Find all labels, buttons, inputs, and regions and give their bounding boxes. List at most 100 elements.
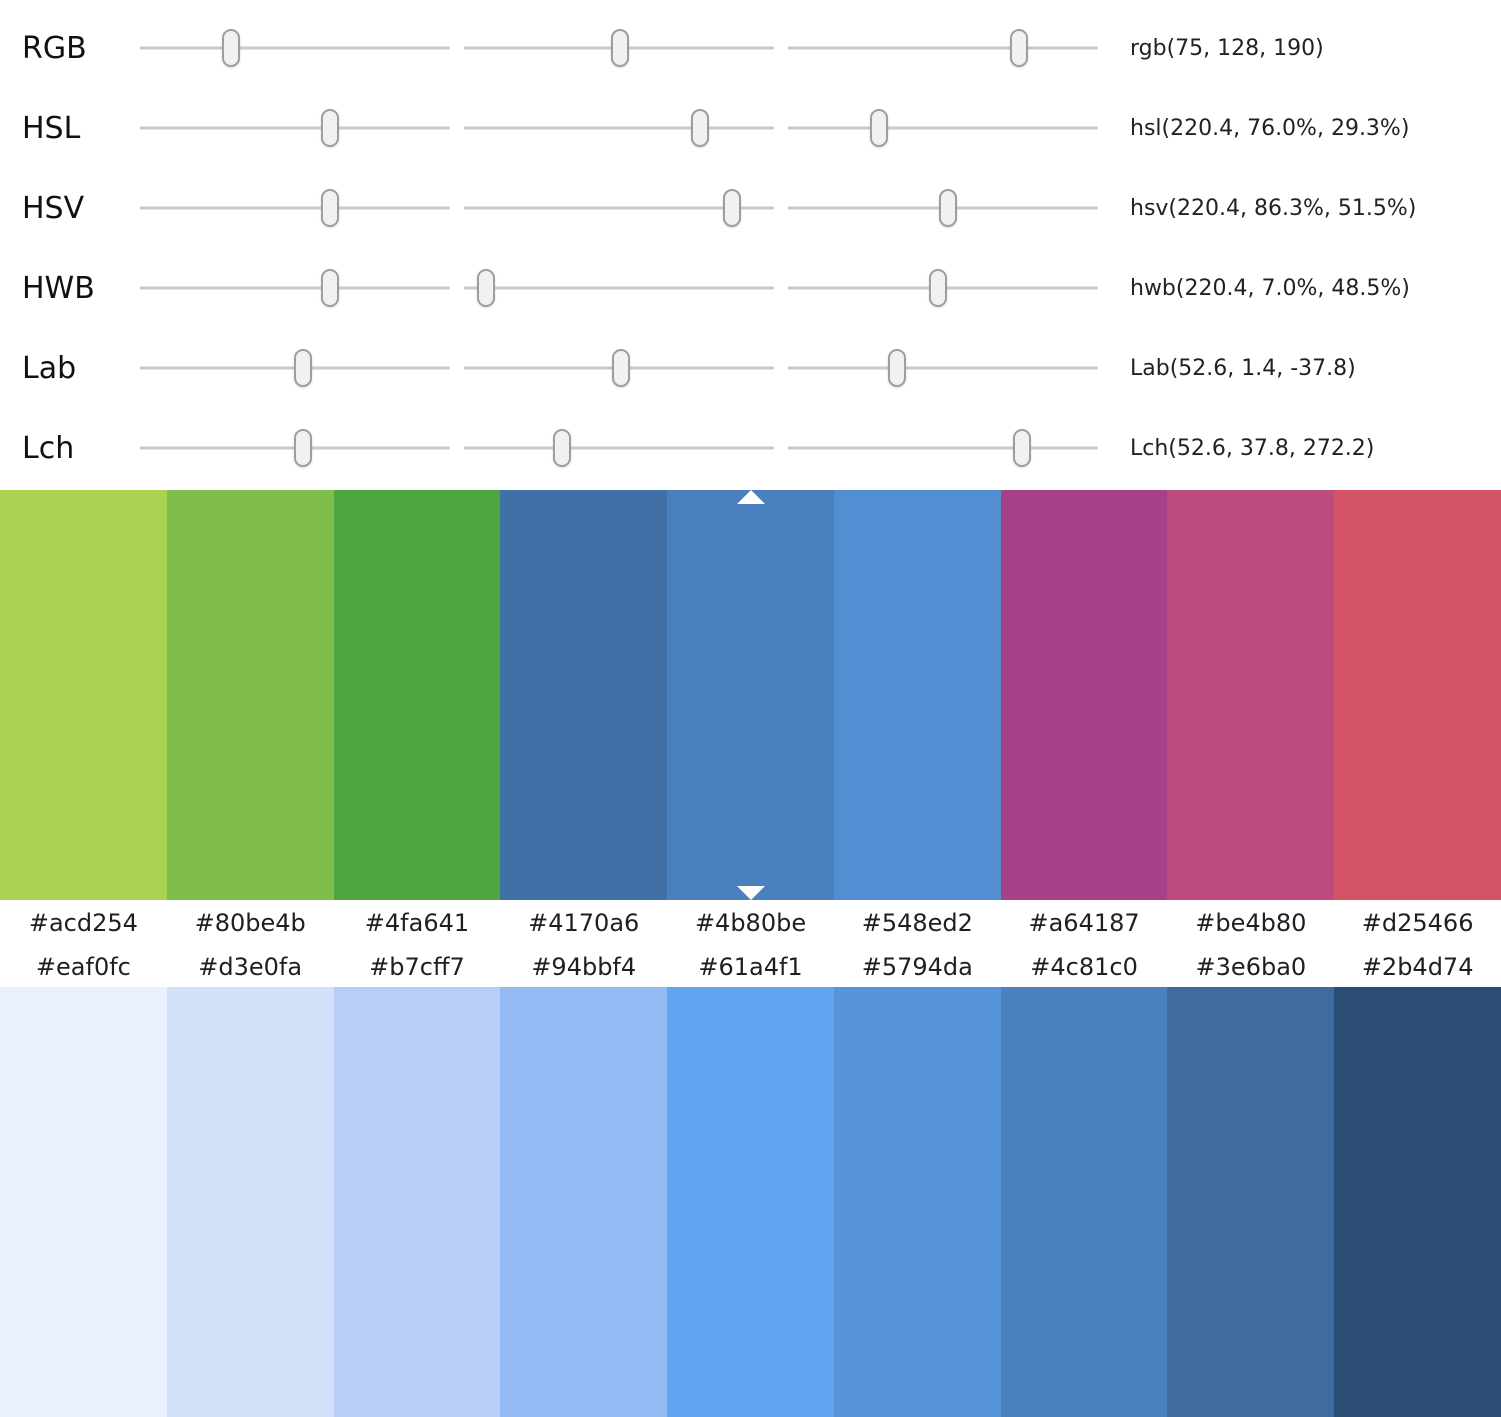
color-swatch[interactable] bbox=[333, 490, 501, 900]
hex-label: #d25466 bbox=[1361, 909, 1474, 937]
color-swatch[interactable] bbox=[833, 490, 1001, 900]
color-swatch[interactable] bbox=[500, 987, 668, 1417]
slider-row: Lch Lch(52.6, 37.8, 272.2) bbox=[0, 408, 1501, 488]
slider-thumb[interactable] bbox=[294, 349, 313, 387]
hex-label: #4b80be bbox=[694, 909, 807, 937]
slider-track-wrap[interactable] bbox=[788, 345, 1098, 391]
slider-thumb[interactable] bbox=[929, 269, 948, 307]
hex-label: #4fa641 bbox=[364, 909, 470, 937]
color-swatch[interactable] bbox=[500, 490, 668, 900]
slider-track[interactable] bbox=[140, 46, 450, 50]
hex-label: #548ed2 bbox=[861, 909, 973, 937]
slider-track[interactable] bbox=[140, 206, 450, 210]
color-swatch[interactable] bbox=[333, 987, 501, 1417]
color-swatch[interactable] bbox=[1000, 490, 1168, 900]
slider-track[interactable] bbox=[464, 206, 774, 210]
color-swatch[interactable] bbox=[1334, 987, 1501, 1417]
hex-label: #d3e0fa bbox=[198, 952, 303, 981]
slider-track[interactable] bbox=[140, 286, 450, 290]
color-swatch[interactable] bbox=[1334, 490, 1501, 900]
color-swatch[interactable] bbox=[0, 987, 167, 1417]
hex-label: #5794da bbox=[861, 952, 973, 981]
slider-thumb[interactable] bbox=[320, 269, 339, 307]
hex-label: #2b4d74 bbox=[1361, 952, 1474, 981]
slider-value: hwb(220.4, 7.0%, 48.5%) bbox=[1130, 275, 1410, 301]
slider-row-label: Lch bbox=[22, 430, 75, 466]
slider-track[interactable] bbox=[464, 446, 774, 450]
hue-palette bbox=[0, 490, 1501, 900]
slider-track[interactable] bbox=[464, 126, 774, 130]
slider-thumb[interactable] bbox=[476, 269, 495, 307]
slider-thumb[interactable] bbox=[610, 29, 629, 67]
slider-track[interactable] bbox=[788, 366, 1098, 370]
slider-row-label: HWB bbox=[22, 270, 95, 306]
slider-track[interactable] bbox=[140, 126, 450, 130]
color-swatch[interactable] bbox=[1000, 987, 1168, 1417]
color-swatch[interactable] bbox=[667, 987, 834, 1417]
slider-row-label: RGB bbox=[22, 30, 87, 66]
color-swatch[interactable] bbox=[833, 987, 1001, 1417]
slider-thumb[interactable] bbox=[611, 349, 630, 387]
slider-thumb[interactable] bbox=[320, 109, 339, 147]
slider-row: HWB hwb(220.4, 7.0%, 48.5%) bbox=[0, 248, 1501, 328]
slider-row: RGB rgb(75, 128, 190) bbox=[0, 8, 1501, 88]
slider-track-wrap[interactable] bbox=[464, 105, 774, 151]
slider-track-wrap[interactable] bbox=[140, 265, 450, 311]
hex-label: #61a4f1 bbox=[698, 952, 803, 981]
tint-palette-labels: #eaf0fc #d3e0fa #b7cff7 #94bbf4 #61a4f1 #5794… bbox=[0, 946, 1501, 987]
slider-track-wrap[interactable] bbox=[464, 25, 774, 71]
slider-track-wrap[interactable] bbox=[788, 265, 1098, 311]
slider-track-wrap[interactable] bbox=[140, 185, 450, 231]
slider-thumb[interactable] bbox=[1013, 429, 1032, 467]
selected-marker-top-icon bbox=[736, 490, 765, 504]
color-swatch[interactable] bbox=[166, 987, 334, 1417]
hex-label: #b7cff7 bbox=[369, 952, 465, 981]
slider-track-wrap[interactable] bbox=[788, 425, 1098, 471]
hex-label: #80be4b bbox=[194, 909, 306, 937]
slider-track-wrap[interactable] bbox=[788, 25, 1098, 71]
hex-label: #3e6ba0 bbox=[1195, 952, 1307, 981]
hex-label: #4c81c0 bbox=[1030, 952, 1138, 981]
slider-row: HSL hsl(220.4, 76.0%, 29.3%) bbox=[0, 88, 1501, 168]
slider-thumb[interactable] bbox=[690, 109, 709, 147]
slider-track-wrap[interactable] bbox=[788, 185, 1098, 231]
hex-label: #4170a6 bbox=[528, 909, 640, 937]
hex-label: #be4b80 bbox=[1195, 909, 1307, 937]
slider-thumb[interactable] bbox=[320, 189, 339, 227]
color-swatch[interactable] bbox=[166, 490, 334, 900]
color-swatch[interactable] bbox=[0, 490, 167, 900]
slider-track[interactable] bbox=[788, 446, 1098, 450]
slider-row: Lab Lab(52.6, 1.4, -37.8) bbox=[0, 328, 1501, 408]
slider-row: HSV hsv(220.4, 86.3%, 51.5%) bbox=[0, 168, 1501, 248]
slider-thumb[interactable] bbox=[722, 189, 741, 227]
slider-track-wrap[interactable] bbox=[464, 425, 774, 471]
slider-track-wrap[interactable] bbox=[464, 345, 774, 391]
slider-thumb[interactable] bbox=[222, 29, 241, 67]
slider-thumb[interactable] bbox=[938, 189, 957, 227]
slider-thumb[interactable] bbox=[888, 349, 907, 387]
slider-track-wrap[interactable] bbox=[140, 105, 450, 151]
hue-palette-labels: #acd254 #80be4b #4fa641 #4170a6 #4b80be #548e… bbox=[0, 900, 1501, 946]
slider-thumb[interactable] bbox=[1009, 29, 1028, 67]
slider-track-wrap[interactable] bbox=[140, 345, 450, 391]
slider-row-label: HSV bbox=[22, 190, 85, 226]
hex-label: #94bbf4 bbox=[531, 952, 637, 981]
slider-track[interactable] bbox=[464, 286, 774, 290]
color-swatch[interactable] bbox=[667, 490, 834, 900]
slider-track-wrap[interactable] bbox=[464, 185, 774, 231]
color-swatch[interactable] bbox=[1167, 987, 1335, 1417]
color-swatch[interactable] bbox=[1167, 490, 1335, 900]
slider-track[interactable] bbox=[788, 126, 1098, 130]
slider-track[interactable] bbox=[788, 46, 1098, 50]
slider-track-wrap[interactable] bbox=[788, 105, 1098, 151]
hex-label: #acd254 bbox=[28, 909, 138, 937]
slider-value: hsl(220.4, 76.0%, 29.3%) bbox=[1130, 115, 1410, 141]
slider-thumb[interactable] bbox=[294, 429, 313, 467]
slider-thumb[interactable] bbox=[552, 429, 571, 467]
slider-track-wrap[interactable] bbox=[140, 25, 450, 71]
slider-track-wrap[interactable] bbox=[140, 425, 450, 471]
hex-label: #eaf0fc bbox=[35, 952, 131, 981]
slider-thumb[interactable] bbox=[869, 109, 888, 147]
slider-track-wrap[interactable] bbox=[464, 265, 774, 311]
slider-row-label: Lab bbox=[22, 350, 77, 386]
